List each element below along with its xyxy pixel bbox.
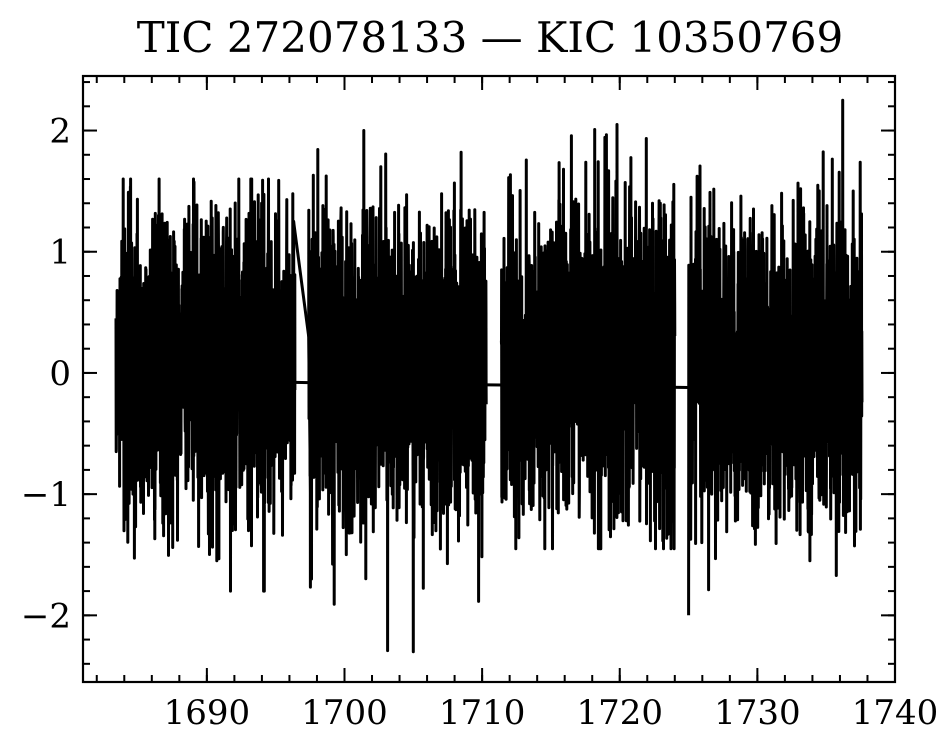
y-tick-label: 0 <box>49 354 71 394</box>
series-transition <box>292 221 313 580</box>
series-segment <box>114 177 297 593</box>
y-tick-label: 2 <box>49 112 71 152</box>
chart-title: TIC 272078133 — KIC 10350769 <box>137 13 844 62</box>
x-tick-label: 1690 <box>164 693 251 733</box>
x-tick-label: 1710 <box>439 693 526 733</box>
x-tick-label: 1700 <box>301 693 388 733</box>
x-tick-label: 1730 <box>714 693 801 733</box>
series-segment <box>499 123 677 551</box>
y-tick-label: −2 <box>21 596 71 636</box>
y-tick-label: 1 <box>49 233 71 273</box>
series-segment <box>687 98 864 616</box>
series-segment <box>307 129 488 654</box>
y-tick-label: −1 <box>21 475 71 515</box>
y-axis: −2 −1 0 1 2 <box>21 81 895 665</box>
plot-frame <box>81 74 897 684</box>
x-tick-label: 1720 <box>576 693 663 733</box>
x-tick-label: 1740 <box>852 693 939 733</box>
x-axis: 1690 1700 1710 1720 1730 1740 <box>95 76 939 733</box>
plot-area <box>114 98 864 654</box>
